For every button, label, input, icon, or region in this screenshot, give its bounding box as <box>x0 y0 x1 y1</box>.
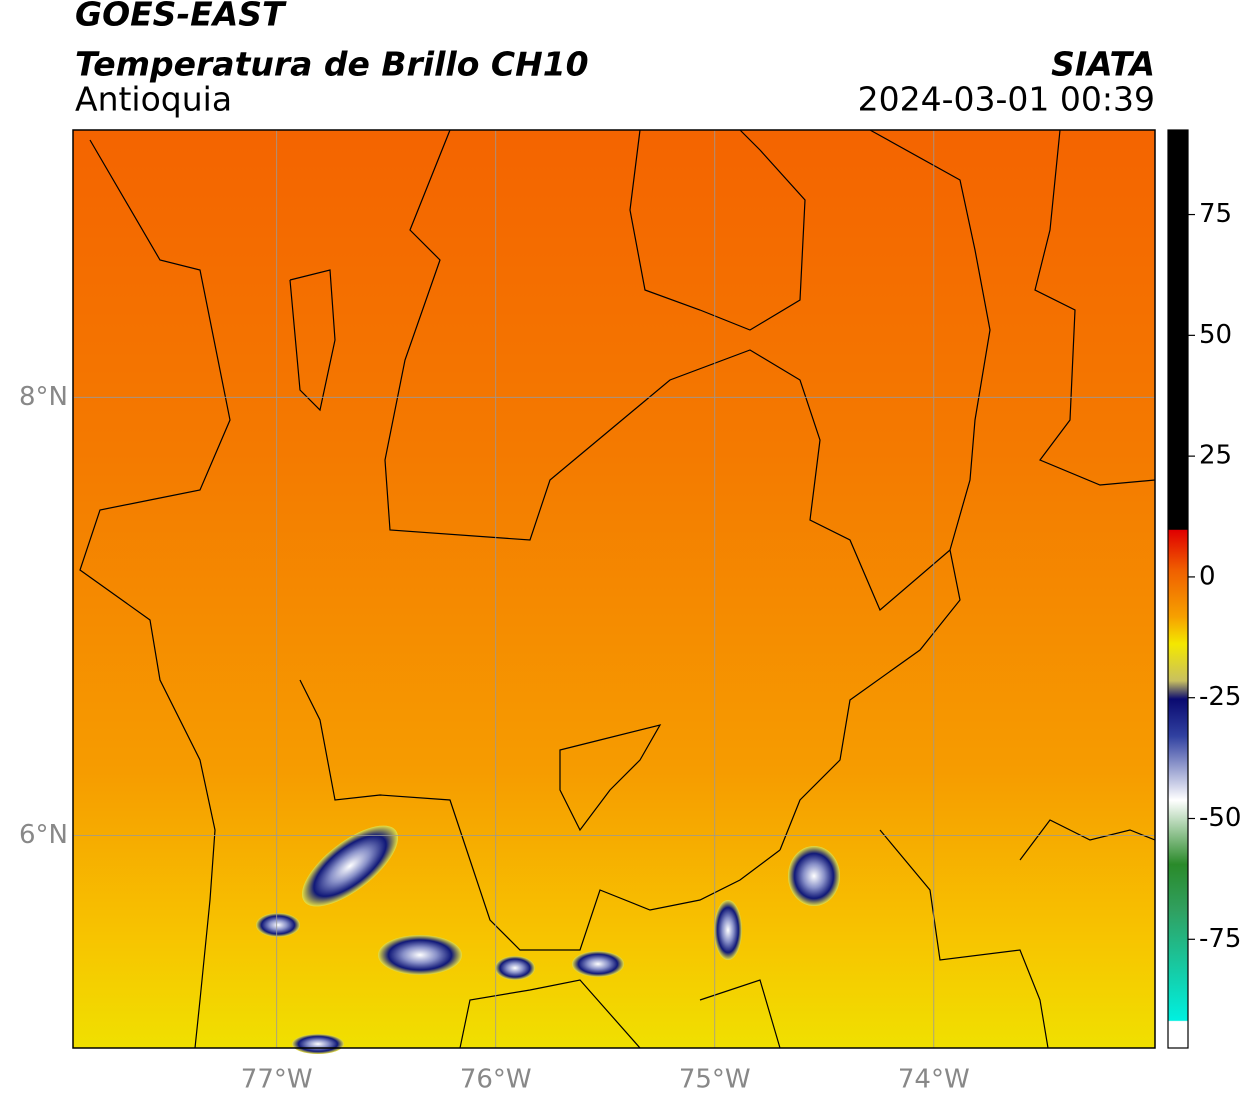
cloud <box>572 951 624 977</box>
colorbar-tick-label: -25 <box>1199 682 1241 712</box>
colorbar-tick-label: -75 <box>1199 924 1241 954</box>
cloud <box>788 846 840 906</box>
region: Antioquia <box>75 80 232 119</box>
colorbar-tick-label: 25 <box>1199 441 1232 471</box>
product: Temperatura de Brillo CH10 <box>75 45 589 84</box>
source: SIATA <box>1051 45 1155 84</box>
cloud <box>378 935 462 975</box>
cloud <box>495 956 535 980</box>
lat-label: 6°N <box>19 820 68 850</box>
colorbar-tick-label: 0 <box>1199 561 1216 591</box>
lat-label: 8°N <box>19 382 68 412</box>
colorbar-tick-label: 75 <box>1199 199 1232 229</box>
clouds <box>256 825 840 1054</box>
borders <box>79 129 1156 1049</box>
cloud <box>256 913 300 937</box>
colorbar-tick-label: -50 <box>1199 803 1241 833</box>
lon-label: 74°W <box>898 1065 970 1095</box>
map <box>72 129 1156 1054</box>
map-background <box>73 130 1155 1048</box>
map-frame <box>72 129 1156 1049</box>
satellite: GOES-EAST <box>75 0 287 34</box>
datetime: 2024-03-01 00:39 <box>858 80 1155 119</box>
lon-label: 76°W <box>460 1065 532 1095</box>
cloud <box>301 825 399 907</box>
cloud <box>292 1034 344 1054</box>
colorbar <box>1167 129 1189 1049</box>
cloud <box>714 900 742 960</box>
lon-label: 77°W <box>241 1065 313 1095</box>
colorbar-tick-label: 50 <box>1199 320 1232 350</box>
lon-label: 75°W <box>679 1065 751 1095</box>
